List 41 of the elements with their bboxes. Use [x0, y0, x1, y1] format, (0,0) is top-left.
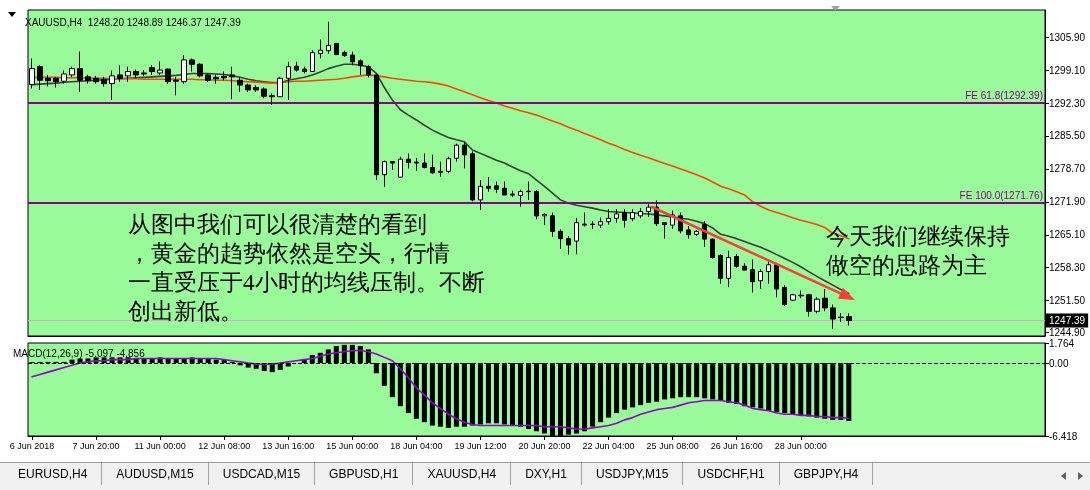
text: XAUUSD,H4	[413, 463, 512, 485]
text: EURUSD,H4	[4, 463, 103, 485]
text: XAUUSD,H4 1248.20 1248.89 1246.37 1247.39	[25, 16, 242, 28]
y-tick-label: 1251.50	[1049, 295, 1086, 307]
text: USDCHF,H1	[683, 463, 780, 485]
x-tick-label: 13 Jun 16:00	[262, 440, 315, 451]
text: GBPJPY,H4	[779, 463, 874, 485]
text: USDCAD,M15	[208, 463, 316, 485]
x-tick-label: 15 Jun 00:00	[326, 440, 379, 451]
text: USDJPY,M15	[581, 463, 684, 485]
x-tick-label: 28 Jun 00:00	[774, 440, 827, 451]
y-tick-label: -6.418	[1049, 430, 1078, 442]
x-tick-label: 18 Jun 04:00	[390, 440, 443, 451]
x-tick-label: 25 Jun 08:00	[646, 440, 699, 451]
y-tick-label: 1265.10	[1049, 229, 1086, 241]
x-tick-label: 12 Jun 08:00	[198, 440, 251, 451]
annotation: 从图中我们可以很清楚的看到，黄金的趋势依然是空头，行情一直受压于4小时的均线压制。不断创出新低。	[128, 211, 485, 326]
ref-line-label: FE 61.8(1292.39)	[965, 90, 1043, 102]
x-tick-label: 26 Jun 16:00	[710, 440, 763, 451]
y-tick-label: 1.764	[1049, 337, 1075, 349]
y-tick-label: 1292.30	[1049, 97, 1086, 109]
y-tick-label: 1285.50	[1049, 130, 1086, 142]
text: GBPUSD,H1	[315, 463, 414, 485]
y-tick-label: 0.00	[1049, 357, 1069, 369]
x-tick-label: 7 Jun 20:00	[72, 440, 120, 451]
ref-line-label: 1247.39	[1049, 315, 1086, 327]
chart-title: MACD(12,26,9) -5.097 -4.856	[13, 347, 146, 359]
y-tick-label: 1305.90	[1049, 31, 1086, 43]
ref-line-label: FE 100.0(1271.76)	[959, 190, 1043, 201]
x-tick-label: 11 Jun 00:00	[134, 440, 186, 451]
y-tick-label: 1271.90	[1049, 196, 1086, 208]
text: DXY,H1	[511, 463, 582, 485]
x-tick-label: 20 Jun 20:00	[518, 440, 571, 451]
text: AUDUSD,M15	[102, 463, 209, 485]
x-tick-label: 22 Jun 04:00	[582, 440, 635, 451]
y-tick-label: 1244.90	[1049, 327, 1086, 339]
x-tick-label: 19 Jun 12:00	[454, 440, 507, 451]
y-tick-label: 1278.70	[1049, 163, 1086, 175]
y-tick-label: 1299.10	[1049, 64, 1086, 76]
y-tick-label: 1258.30	[1049, 262, 1086, 274]
x-tick-label: 6 Jun 2018	[9, 440, 55, 451]
